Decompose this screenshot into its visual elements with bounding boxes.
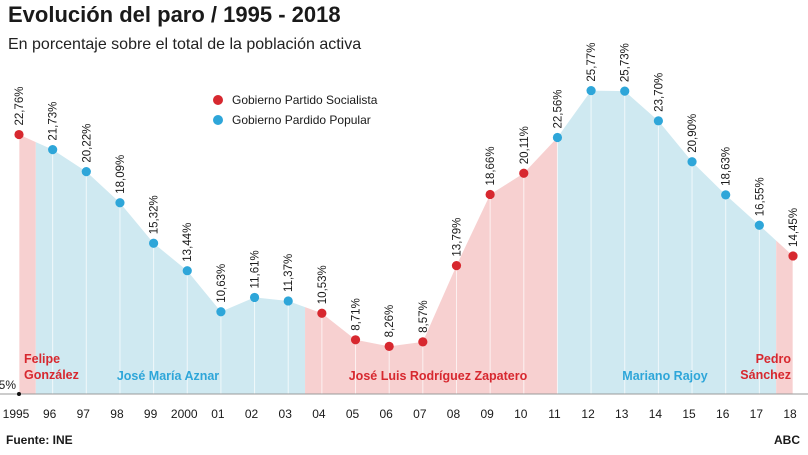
data-label: 22,56% xyxy=(552,89,564,128)
x-tick-label: 02 xyxy=(245,407,259,421)
data-point xyxy=(48,144,58,155)
data-label: 8,57% xyxy=(418,300,430,333)
government-label: Mariano Rajoy xyxy=(622,369,707,383)
data-label: 25,73% xyxy=(620,43,632,82)
data-point xyxy=(451,260,462,271)
data-label: 15,32% xyxy=(149,195,161,234)
legend-marker xyxy=(213,115,223,125)
data-point xyxy=(81,167,91,177)
x-tick-label: 10 xyxy=(514,407,528,421)
legend-marker xyxy=(213,95,223,105)
data-label: 11,61% xyxy=(250,250,262,288)
data-point xyxy=(519,168,529,178)
chart-title: Evolución del paro / 1995 - 2018 xyxy=(8,2,341,27)
data-label: 20,90% xyxy=(687,114,699,153)
data-label: 25,77% xyxy=(586,43,598,82)
x-tick-label: 15 xyxy=(682,407,696,421)
data-point xyxy=(115,198,125,208)
data-label: 8,71% xyxy=(351,298,363,331)
data-label: 18,63% xyxy=(721,147,733,186)
government-label: José Luis Rodríguez Zapatero xyxy=(349,369,528,383)
x-tick-label: 97 xyxy=(77,407,91,421)
x-tick-label: 06 xyxy=(379,407,393,421)
area-segment xyxy=(35,142,306,394)
data-point xyxy=(552,132,563,143)
data-point xyxy=(788,251,798,261)
data-point xyxy=(216,307,226,317)
data-point xyxy=(384,341,394,351)
data-label: 14,45% xyxy=(788,208,800,247)
chart-subtitle: En porcentaje sobre el total de la pobla… xyxy=(8,36,362,53)
data-label: 20,11% xyxy=(519,126,531,164)
data-label: 16,55% xyxy=(754,177,766,216)
x-tick-label: 18 xyxy=(783,407,797,421)
data-label: 20,22% xyxy=(81,124,93,163)
x-tick-label: 17 xyxy=(750,407,764,421)
x-tick-label: 04 xyxy=(312,407,326,421)
government-label: José María Aznar xyxy=(117,369,219,383)
data-point xyxy=(182,266,192,276)
data-point xyxy=(687,157,697,167)
data-point xyxy=(653,116,663,126)
x-tick-label: 11 xyxy=(548,407,561,421)
data-point xyxy=(149,238,159,248)
data-label: 13,79% xyxy=(451,218,463,257)
data-label: 18,09% xyxy=(115,155,127,194)
data-label: 21,73% xyxy=(48,102,60,141)
area-segment xyxy=(305,137,558,394)
x-tick-label: 07 xyxy=(413,407,427,421)
area-segment xyxy=(19,134,36,394)
data-point xyxy=(620,86,630,96)
data-point xyxy=(350,335,361,345)
legend-label: Gobierno Partido Socialista xyxy=(232,93,378,107)
government-label: Sánchez xyxy=(740,368,791,382)
data-label: 10,53% xyxy=(317,265,329,304)
x-tick-label: 99 xyxy=(144,407,158,421)
data-point xyxy=(14,129,24,140)
area-segment xyxy=(557,90,777,394)
data-point xyxy=(586,85,596,96)
baseline-label: 5% xyxy=(0,378,16,392)
x-tick-label: 01 xyxy=(211,407,225,421)
data-label: 11,37% xyxy=(283,254,295,292)
x-tick-label: 03 xyxy=(279,407,293,421)
baseline-dot xyxy=(17,392,21,396)
data-label: 23,70% xyxy=(653,73,665,112)
x-tick-label: 09 xyxy=(480,407,494,421)
x-tick-label: 16 xyxy=(716,407,730,421)
data-point xyxy=(317,308,327,318)
data-label: 18,66% xyxy=(485,146,497,185)
brand-label: ABC xyxy=(774,433,800,447)
x-tick-label: 12 xyxy=(581,407,595,421)
data-label: 8,26% xyxy=(384,305,396,338)
government-label: Pedro xyxy=(756,352,792,366)
government-label: González xyxy=(24,368,79,382)
data-point xyxy=(283,296,293,306)
x-tick-label: 2000 xyxy=(171,407,198,421)
data-label: 13,44% xyxy=(182,223,194,262)
x-tick-label: 98 xyxy=(110,407,124,421)
x-tick-label: 96 xyxy=(43,407,57,421)
x-tick-label: 13 xyxy=(615,407,629,421)
data-point xyxy=(418,337,428,347)
data-point xyxy=(721,190,731,200)
data-point xyxy=(485,189,495,200)
x-tick-label: 1995 xyxy=(3,407,30,421)
data-point xyxy=(754,220,764,230)
x-tick-label: 08 xyxy=(447,407,461,421)
area-segment xyxy=(776,240,793,394)
data-label: 10,63% xyxy=(216,264,228,303)
government-label: Felipe xyxy=(24,352,60,366)
data-point xyxy=(249,292,260,303)
x-tick-label: 14 xyxy=(649,407,663,421)
data-label: 22,76% xyxy=(14,87,26,126)
source-label: Fuente: INE xyxy=(6,433,73,447)
x-tick-label: 05 xyxy=(346,407,360,421)
legend-label: Gobierno Pardido Popular xyxy=(232,113,371,127)
